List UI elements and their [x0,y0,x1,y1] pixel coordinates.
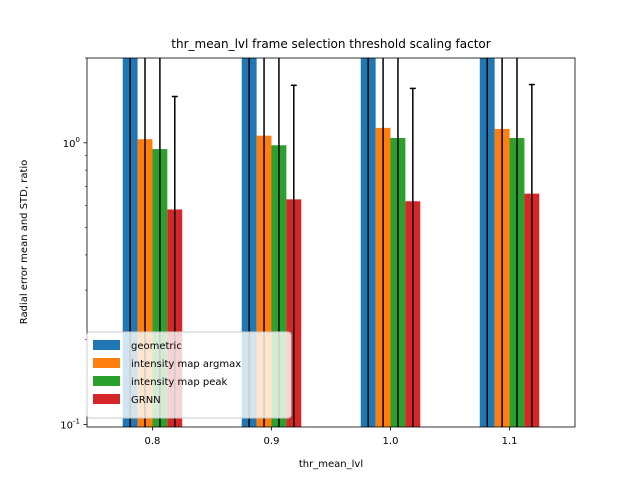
x-tick-label: 1.0 [383,436,399,447]
x-axis-label: thr_mean_lvl [299,459,363,470]
legend-label-1: intensity map argmax [131,359,241,370]
x-tick-label: 0.9 [264,436,280,447]
legend-swatch-1 [93,358,120,368]
legend-label-0: geometric [131,341,182,352]
legend-swatch-2 [93,376,120,386]
y-tick-label: 100 [63,136,80,150]
x-tick-label: 0.8 [145,436,161,447]
legend-swatch-3 [93,394,120,404]
plot-frame [86,57,576,428]
y-ticks: 10-1 100 [60,57,87,432]
legend-label-2: intensity map peak [131,377,228,388]
x-ticks: 0.8 0.9 1.0 1.1 [145,427,518,447]
y-axis-label: Radial error mean and STD, ratio [19,160,30,325]
legend: geometric intensity map argmax intensity m… [86,331,292,419]
legend-swatch-0 [93,340,120,350]
x-tick-label: 1.1 [502,436,518,447]
y-tick-label: 10-1 [60,418,80,432]
legend-label-3: GRNN [131,395,161,406]
chart-title: thr_mean_lvl frame selection threshold s… [171,37,490,51]
legend-box [86,331,292,419]
